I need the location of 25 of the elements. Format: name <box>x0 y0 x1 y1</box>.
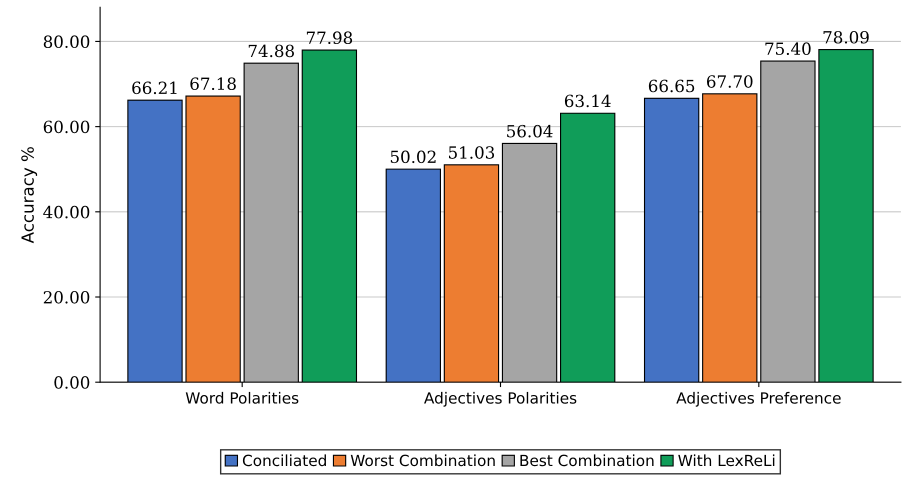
data-label: 78.09 <box>824 30 869 44</box>
data-label: 63.14 <box>564 94 611 108</box>
y-tick-label: 20.00 <box>44 290 90 304</box>
y-axis-title: Accuracy % <box>21 147 38 244</box>
data-label: 56.04 <box>507 124 553 138</box>
data-label: 66.65 <box>648 80 694 92</box>
legend-label: Conciliated <box>242 454 326 466</box>
y-tick-label: 40.00 <box>43 206 90 218</box>
data-label: 66.21 <box>132 82 176 94</box>
legend-label: Worst Combination <box>350 454 495 466</box>
y-tick-label: 80.00 <box>44 35 90 48</box>
x-tick-label: Word Polarities <box>186 392 298 404</box>
data-label: 77.98 <box>306 31 352 44</box>
legend-label: Best Combination <box>520 454 654 466</box>
legend-label: With LexReLi <box>678 454 774 466</box>
x-tick-label: Adjectives Polarities <box>424 392 576 407</box>
data-label: 67.18 <box>190 77 236 90</box>
y-tick-label: 0.00 <box>54 376 90 389</box>
data-label: 75.40 <box>765 42 811 56</box>
data-label: 50.02 <box>390 150 436 164</box>
y-tick-label: 60.00 <box>44 120 90 134</box>
data-label: 67.70 <box>707 75 753 88</box>
data-label: 51.03 <box>449 146 494 159</box>
x-tick-label: Adjectives Preference <box>676 392 841 407</box>
data-label: 74.88 <box>248 44 294 58</box>
